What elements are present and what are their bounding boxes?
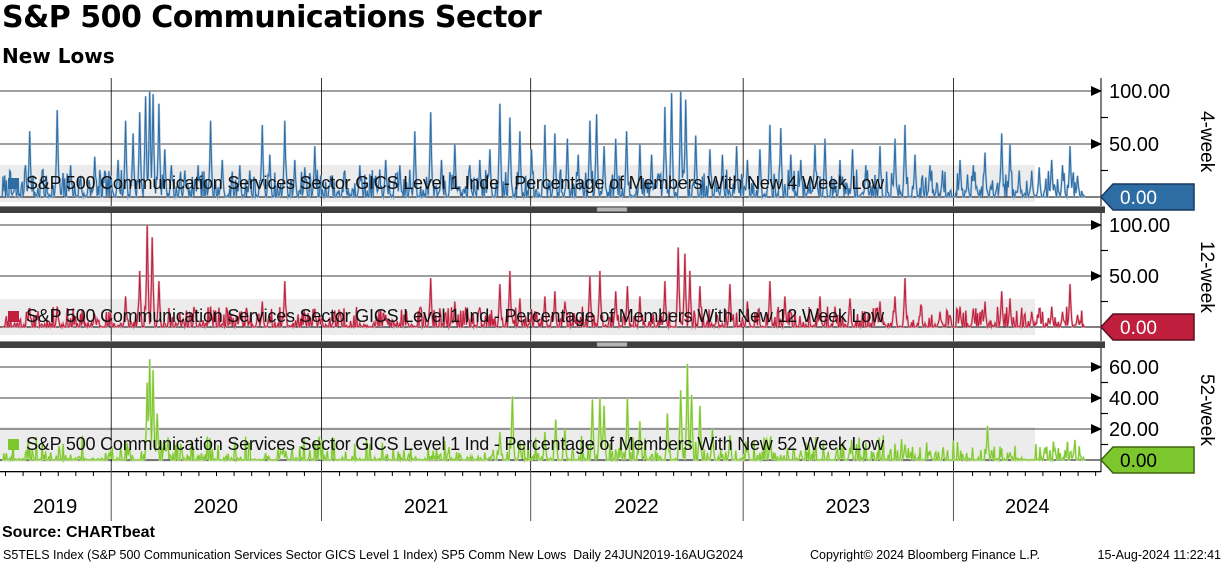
legend-label-52-week: S&P 500 Communication Services Sector GI…	[26, 433, 884, 454]
panel-separator[interactable]	[0, 206, 1105, 213]
y-tick-label: 50.00	[1109, 134, 1159, 156]
panel-separator-highlight	[0, 341, 1105, 342]
axis-arrow-icon	[1091, 139, 1102, 149]
legend-4-week: S&P 500 Communication Services Sector GI…	[8, 173, 884, 194]
axis-arrow-icon	[1091, 220, 1102, 230]
axis-value-tag-text: 0.00	[1120, 451, 1157, 472]
axis-arrow-icon	[1091, 86, 1102, 96]
y-tick-label: 60.00	[1109, 357, 1159, 379]
axis-value-tag-text: 0.00	[1120, 318, 1157, 339]
chart-canvas: 100.00 50.00 0.00 100.00 50.00 0.00 60.00 40.00…	[0, 78, 1195, 521]
separator-drag-handle-icon[interactable]	[596, 207, 628, 212]
series-line-12-week	[2, 224, 1086, 329]
legend-marker-4-week-icon	[8, 177, 19, 189]
year-label-2024: 2024	[1005, 496, 1050, 518]
panel-separator-highlight	[0, 206, 1105, 207]
series-line-4-week	[1, 90, 1086, 199]
y-tick-label: 100.00	[1109, 81, 1170, 103]
series-line-52-week	[2, 359, 1086, 462]
axis-arrow-icon	[1091, 424, 1102, 434]
footer-ticker-info: S5TELS Index (S&P 500 Communication Serv…	[3, 548, 744, 562]
separator-drag-handle-icon[interactable]	[596, 342, 628, 347]
y-tick-label: 100.00	[1109, 215, 1170, 237]
year-label-2019: 2019	[33, 496, 78, 518]
year-label-2022: 2022	[614, 496, 659, 518]
year-label-2021: 2021	[404, 496, 449, 518]
panel-label-52-week: 52-week	[1196, 374, 1217, 446]
page-subtitle: New Lows	[2, 44, 115, 68]
year-label-2023: 2023	[826, 496, 871, 518]
legend-marker-12-week-icon	[8, 311, 19, 322]
page-title: S&P 500 Communications Sector	[2, 0, 542, 35]
panel-label-4-week: 4-week	[1196, 111, 1217, 173]
axis-value-tag-52-week	[1099, 446, 1195, 474]
footer-copyright: Copyright© 2024 Bloomberg Finance L.P.	[810, 548, 1040, 562]
legend-12-week: S&P 500 Communication Services Sector GI…	[8, 306, 884, 327]
axis-arrow-icon	[1091, 362, 1102, 372]
y-tick-label: 20.00	[1109, 419, 1159, 441]
axis-value-tag-4-week	[1099, 183, 1195, 211]
y-tick-label: 40.00	[1109, 388, 1159, 410]
legend-label-12-week: S&P 500 Communication Services Sector GI…	[26, 306, 884, 326]
y-tick-label: 50.00	[1109, 266, 1159, 288]
footer-timestamp: 15-Aug-2024 11:22:41	[1097, 548, 1221, 562]
axis-value-tag-12-week	[1099, 313, 1195, 341]
axis-arrow-icon	[1091, 393, 1102, 403]
axis-arrow-icon	[1091, 271, 1102, 281]
panel-separator[interactable]	[0, 341, 1105, 348]
source-line: Source: CHARTbeat	[2, 524, 155, 541]
legend-52-week: S&P 500 Communication Services Sector GI…	[8, 434, 884, 455]
legend-label-4-week: S&P 500 Communication Services Sector GI…	[26, 172, 884, 193]
year-label-2020: 2020	[194, 496, 239, 518]
axis-value-tag-text: 0.00	[1120, 188, 1157, 209]
panel-4-week: 100.00 50.00 0.00	[0, 78, 1195, 211]
panel-label-12-week: 12-week	[1196, 241, 1217, 313]
legend-marker-52-week-icon	[8, 438, 19, 450]
panel-12-week: 100.00 50.00 0.00	[0, 213, 1195, 341]
panel-52-week: 60.00 40.00 20.00 0.00	[0, 348, 1195, 474]
